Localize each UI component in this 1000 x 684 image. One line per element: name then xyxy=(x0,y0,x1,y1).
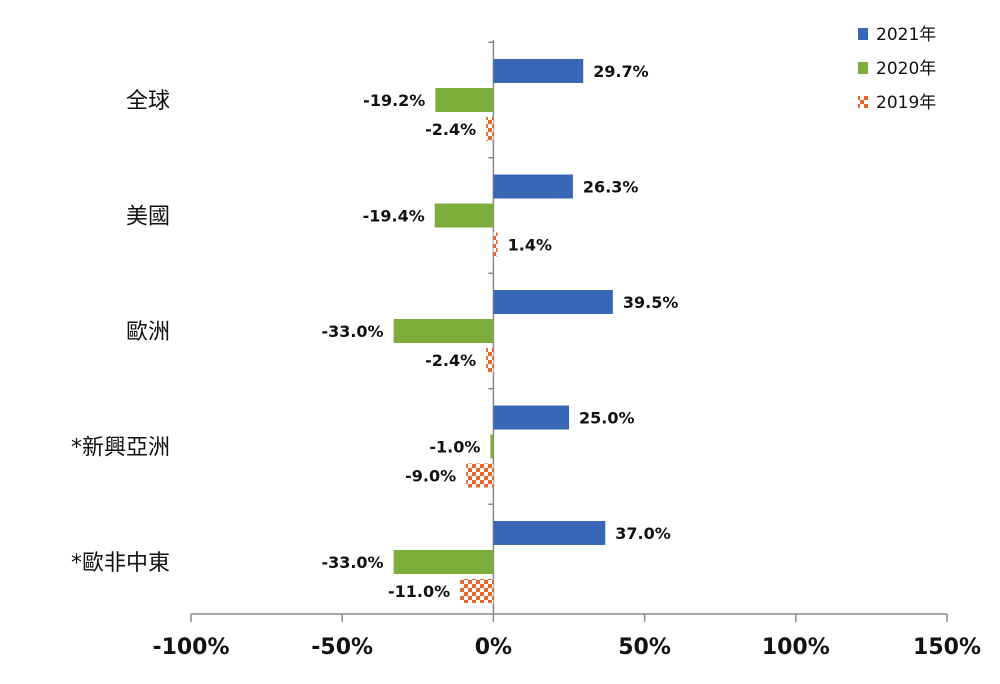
data-label: -33.0% xyxy=(321,553,383,572)
data-label: -19.2% xyxy=(363,91,425,110)
data-label: 37.0% xyxy=(615,524,671,543)
category-label: 歐洲 xyxy=(126,320,170,345)
data-label: 25.0% xyxy=(579,409,635,428)
data-label: -2.4% xyxy=(425,120,476,139)
bar-0-1 xyxy=(493,174,573,199)
bar-2-0 xyxy=(486,117,494,141)
bar-0-2 xyxy=(493,290,613,314)
x-tick-label: 50% xyxy=(618,635,671,660)
bar-0-4 xyxy=(493,521,606,545)
axes-layer: -100% -50% 0% 50% 100% 150% xyxy=(152,40,981,660)
data-label: -2.4% xyxy=(425,351,476,370)
bar-1-1 xyxy=(434,203,494,228)
category-label: 全球 xyxy=(126,89,170,114)
data-label: 26.3% xyxy=(583,178,639,197)
bar-2-1 xyxy=(493,232,498,257)
legend-label: 2019年 xyxy=(876,93,936,113)
bar-1-2 xyxy=(393,319,494,343)
data-label: -1.0% xyxy=(429,438,480,457)
bar-0-3 xyxy=(493,405,569,430)
bar-1-4 xyxy=(393,550,494,574)
x-tick-label: 100% xyxy=(762,635,830,660)
legend-swatch xyxy=(858,62,868,74)
category-label: *新興亞洲 xyxy=(71,436,170,461)
x-tick-label: 0% xyxy=(475,635,512,660)
bars-layer xyxy=(393,59,613,603)
data-label: -9.0% xyxy=(405,467,456,486)
legend-swatch xyxy=(858,96,868,108)
bar-1-0 xyxy=(435,88,494,112)
category-label: 美國 xyxy=(126,205,170,230)
x-tick-label: -50% xyxy=(311,635,373,660)
data-label: -11.0% xyxy=(388,582,450,601)
category-label: *歐非中東 xyxy=(71,551,170,576)
x-tick-label: -100% xyxy=(152,635,229,660)
bar-2-4 xyxy=(460,579,494,603)
legend-label: 2021年 xyxy=(876,25,936,45)
data-label: 39.5% xyxy=(623,293,679,312)
data-label: -19.4% xyxy=(363,207,425,226)
data-label: 1.4% xyxy=(508,236,552,255)
bar-2-2 xyxy=(486,348,494,372)
bar-1-3 xyxy=(490,434,494,459)
bar-0-0 xyxy=(493,59,584,83)
legend-label: 2020年 xyxy=(876,59,936,79)
data-label: 29.7% xyxy=(593,62,649,81)
legend: 2021年 2020年 2019年 xyxy=(858,25,936,113)
bar-2-3 xyxy=(466,463,494,488)
data-label: -33.0% xyxy=(321,322,383,341)
legend-swatch xyxy=(858,28,868,40)
x-tick-label: 150% xyxy=(913,635,981,660)
